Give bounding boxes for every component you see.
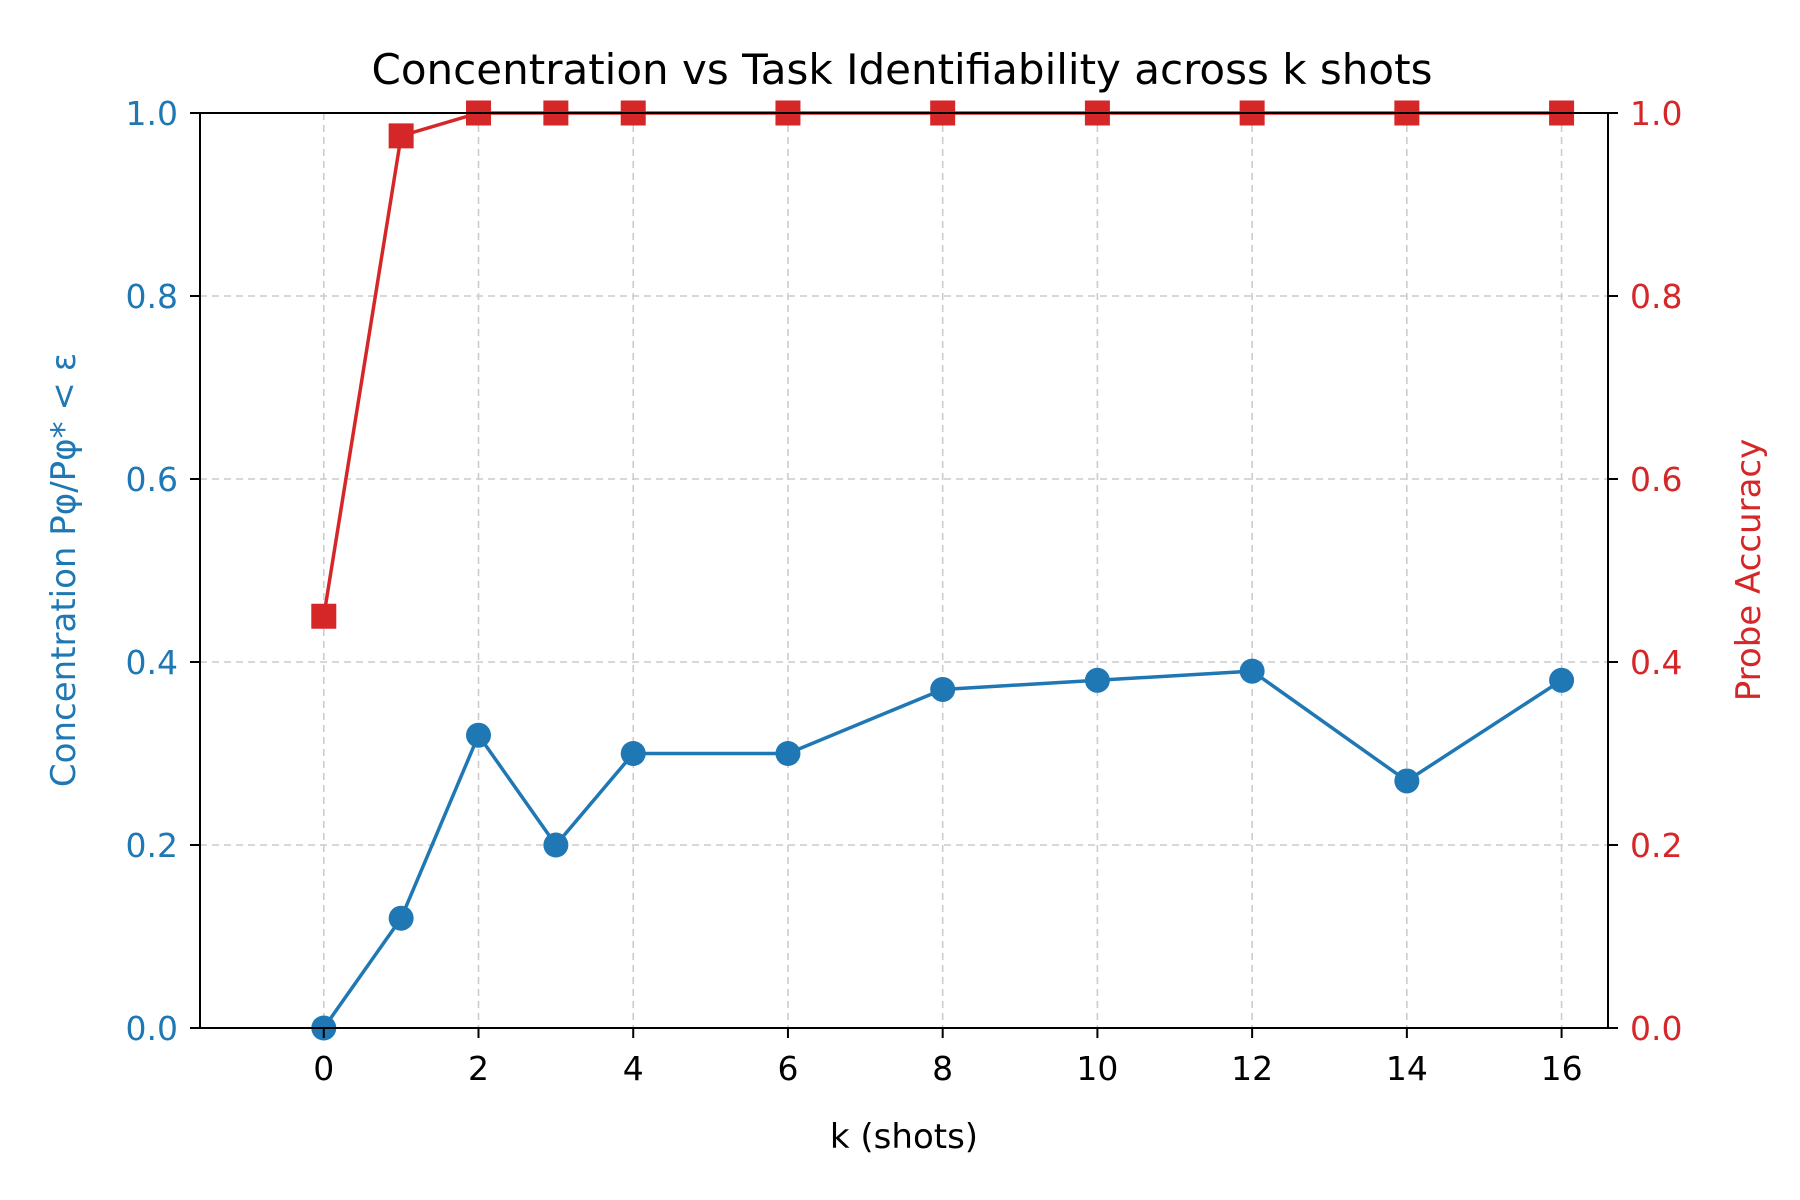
y-tick-label-right: 0.0 <box>1630 1009 1682 1048</box>
x-tick-label: 12 <box>1231 1049 1273 1088</box>
data-point-left <box>1239 658 1265 684</box>
y-tick-label-left: 0.4 <box>126 643 178 682</box>
data-point-left <box>543 832 569 858</box>
y-tick-label-right: 1.0 <box>1630 94 1682 133</box>
y-tick-label-right: 0.6 <box>1630 460 1682 499</box>
x-tick-label: 8 <box>932 1049 953 1088</box>
x-tick-label: 14 <box>1386 1049 1428 1088</box>
y-tick-label-left: 0.6 <box>126 460 178 499</box>
data-point-left <box>1394 768 1420 794</box>
x-tick-label: 2 <box>468 1049 489 1088</box>
data-point-left <box>620 741 646 766</box>
y-tick-label-left: 0.2 <box>126 826 178 865</box>
data-point-left <box>1549 667 1575 693</box>
x-tick-label: 0 <box>313 1049 334 1088</box>
y-tick-label-right: 0.8 <box>1630 277 1682 316</box>
y-tick-label-left: 1.0 <box>126 94 178 133</box>
chart-title: Concentration vs Task Identifiability ac… <box>372 45 1433 94</box>
data-point-left <box>775 741 801 766</box>
data-point-left <box>388 905 414 931</box>
y-tick-label-right: 0.4 <box>1630 643 1682 682</box>
y-tick-label-left: 0.8 <box>126 277 178 316</box>
data-point-left <box>930 676 956 702</box>
x-axis-label: k (shots) <box>830 1117 978 1157</box>
data-point-left <box>466 722 492 748</box>
x-tick-label: 4 <box>623 1049 644 1088</box>
x-tick-label: 16 <box>1541 1049 1583 1088</box>
y-tick-label-right: 0.2 <box>1630 826 1682 865</box>
y-axis-label-left: Concentration Pφ/Pφ* < ε <box>44 353 84 787</box>
data-point-left <box>1084 667 1110 693</box>
y-tick-label-left: 0.0 <box>126 1009 178 1048</box>
y-axis-label-right: Probe Accuracy <box>1729 439 1769 701</box>
data-point-right <box>311 603 337 629</box>
data-point-right <box>388 123 414 149</box>
x-tick-label: 10 <box>1076 1049 1118 1088</box>
plot-frame <box>199 112 1609 1029</box>
ticks: 0 2 4 6 8 10 12 14 16 0.0 0.2 0.4 0.6 0.8 1.0 0.0 0.2 0.4… <box>126 94 1683 1088</box>
x-tick-label: 6 <box>777 1049 798 1088</box>
